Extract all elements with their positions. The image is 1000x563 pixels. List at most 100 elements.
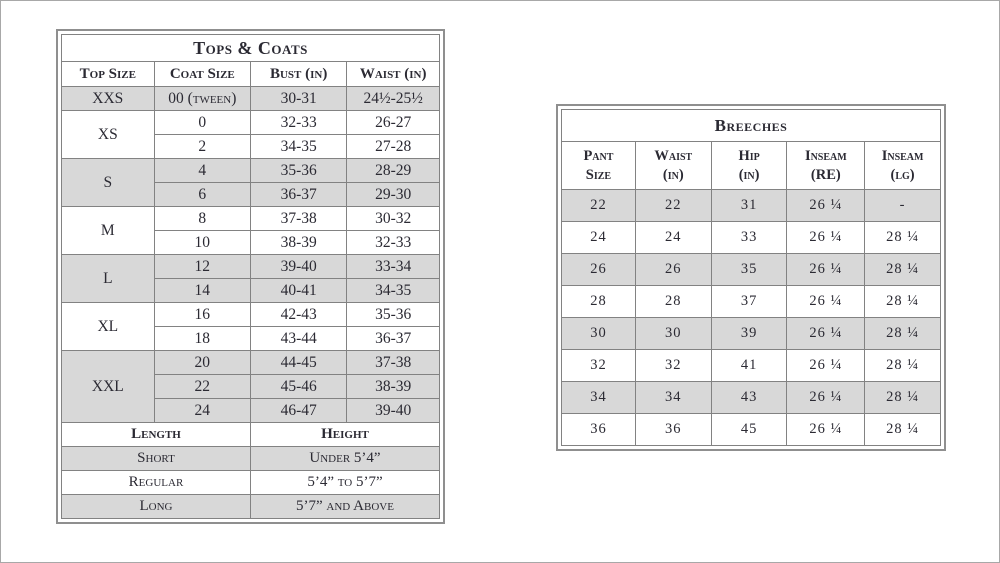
bust-cell: 37-38: [249, 206, 348, 231]
bust-cell: 34-35: [249, 134, 348, 159]
coat-size-cell: 0: [153, 110, 251, 135]
table-row: XS 0 32-33 26-27: [61, 110, 440, 159]
table-row: 2 34-35 27-28: [62, 134, 440, 159]
bust-cell: 44-45: [249, 350, 348, 375]
waist-cell: 29-30: [346, 182, 440, 207]
column-header-inseam-re: Inseam (RE): [786, 141, 866, 190]
waist-cell: 33-34: [346, 254, 440, 279]
table-row: XL 16 42-43 35-36: [61, 302, 440, 351]
coat-size-cell: 10: [153, 230, 251, 255]
hip-cell: 39: [710, 317, 788, 350]
bust-cell: 35-36: [249, 158, 348, 183]
inseam-re-cell: 26 ¼: [786, 413, 866, 446]
table-row: L 12 39-40 33-34: [61, 254, 440, 303]
pant-size-cell: 36: [561, 413, 636, 446]
table-row: M 8 37-38 30-32: [61, 206, 440, 255]
inseam-re-cell: 26 ¼: [786, 317, 866, 350]
coat-size-cell: 4: [153, 158, 251, 183]
hip-cell: 45: [710, 413, 788, 446]
top-size-cell: M: [61, 206, 155, 255]
coat-size-cell: 14: [153, 278, 251, 303]
length-row: Short Under 5’4”: [61, 446, 441, 471]
pant-size-cell: 24: [561, 221, 636, 254]
bust-cell: 36-37: [249, 182, 348, 207]
table-row: 22 45-46 38-39: [62, 374, 440, 399]
waist-cell: 24: [634, 221, 712, 254]
tops-coats-body: XXS 00 (tween) 30-31 24½-25½ XS 0 32-33 26-27 2 3…: [61, 86, 440, 423]
table-row: 24 24 33 26 ¼ 28 ¼: [561, 221, 941, 254]
breeches-table: Breeches Pant Size Waist (in) Hip (in) Inse…: [561, 109, 941, 446]
inseam-lg-cell: 28 ¼: [864, 349, 941, 382]
waist-cell: 36: [634, 413, 712, 446]
waist-cell: 38-39: [346, 374, 440, 399]
waist-cell: 32-33: [346, 230, 440, 255]
length-cell: Regular: [61, 470, 251, 495]
hip-cell: 37: [710, 285, 788, 318]
top-size-cell: XS: [61, 110, 155, 159]
table-row: 32 32 41 26 ¼ 28 ¼: [561, 349, 941, 382]
inseam-lg-cell: 28 ¼: [864, 381, 941, 414]
coat-size-cell: 8: [153, 206, 251, 231]
column-header-waist-in: Waist (in): [634, 141, 712, 190]
tops-coats-size-chart: Tops & Coats Top Size Coat Size Bust (in…: [56, 29, 445, 524]
tops-coats-title: Tops & Coats: [61, 34, 440, 62]
bust-cell: 38-39: [249, 230, 348, 255]
waist-cell: 30-32: [346, 206, 440, 231]
table-row: 10 38-39 32-33: [62, 230, 440, 255]
inseam-re-cell: 26 ¼: [786, 189, 866, 222]
tops-coats-table: Tops & Coats Top Size Coat Size Bust (in…: [61, 34, 441, 519]
hip-cell: 35: [710, 253, 788, 286]
length-row: Regular 5’4” to 5’7”: [61, 470, 441, 495]
waist-cell: 37-38: [346, 350, 440, 375]
table-row: 22 22 31 26 ¼-: [561, 189, 941, 222]
height-header: Height: [249, 422, 441, 447]
inseam-re-cell: 26 ¼: [786, 253, 866, 286]
bust-cell: 39-40: [249, 254, 348, 279]
coat-size-cell: 18: [153, 326, 251, 351]
table-row: 28 28 37 26 ¼ 28 ¼: [561, 285, 941, 318]
waist-cell: 34: [634, 381, 712, 414]
column-header-bust: Bust (in): [249, 61, 348, 87]
column-header-coat-size: Coat Size: [153, 61, 251, 87]
bust-cell: 30-31: [249, 86, 348, 111]
column-header-waist: Waist (in): [346, 61, 440, 87]
waist-cell: 32: [634, 349, 712, 382]
top-size-cell: XL: [61, 302, 155, 351]
table-row: 18 43-44 36-37: [62, 326, 440, 351]
waist-cell: 35-36: [346, 302, 440, 327]
height-cell: Under 5’4”: [249, 446, 441, 471]
hip-cell: 33: [710, 221, 788, 254]
height-cell: 5’4” to 5’7”: [249, 470, 441, 495]
table-row: 36 36 45 26 ¼ 28 ¼: [561, 413, 941, 446]
length-cell: Long: [61, 494, 251, 519]
tops-length-body: Length Height Short Under 5’4” Regular 5’4” t…: [61, 422, 441, 519]
height-cell: 5’7” and Above: [249, 494, 441, 519]
hip-cell: 41: [710, 349, 788, 382]
table-row: 24 46-47 39-40: [62, 398, 440, 423]
waist-cell: 26-27: [346, 110, 440, 135]
inseam-lg-cell: 28 ¼: [864, 317, 941, 350]
inseam-re-cell: 26 ¼: [786, 381, 866, 414]
bust-cell: 40-41: [249, 278, 348, 303]
bust-cell: 45-46: [249, 374, 348, 399]
waist-cell: 27-28: [346, 134, 440, 159]
waist-cell: 28-29: [346, 158, 440, 183]
table-row: XXS 00 (tween) 30-31 24½-25½: [61, 86, 440, 111]
inseam-lg-cell: -: [864, 189, 941, 222]
bust-cell: 42-43: [249, 302, 348, 327]
waist-cell: 28: [634, 285, 712, 318]
table-row: 34 34 43 26 ¼ 28 ¼: [561, 381, 941, 414]
inseam-lg-cell: 28 ¼: [864, 253, 941, 286]
coat-size-cell: 2: [153, 134, 251, 159]
pant-size-cell: 28: [561, 285, 636, 318]
breeches-title: Breeches: [561, 109, 941, 142]
top-size-cell: XXS: [61, 86, 155, 111]
waist-cell: 26: [634, 253, 712, 286]
coat-size-cell: 24: [153, 398, 251, 423]
pant-size-cell: 26: [561, 253, 636, 286]
inseam-lg-cell: 28 ¼: [864, 413, 941, 446]
length-header: Length: [61, 422, 251, 447]
pant-size-cell: 32: [561, 349, 636, 382]
length-height-header-row: Length Height: [61, 422, 441, 447]
